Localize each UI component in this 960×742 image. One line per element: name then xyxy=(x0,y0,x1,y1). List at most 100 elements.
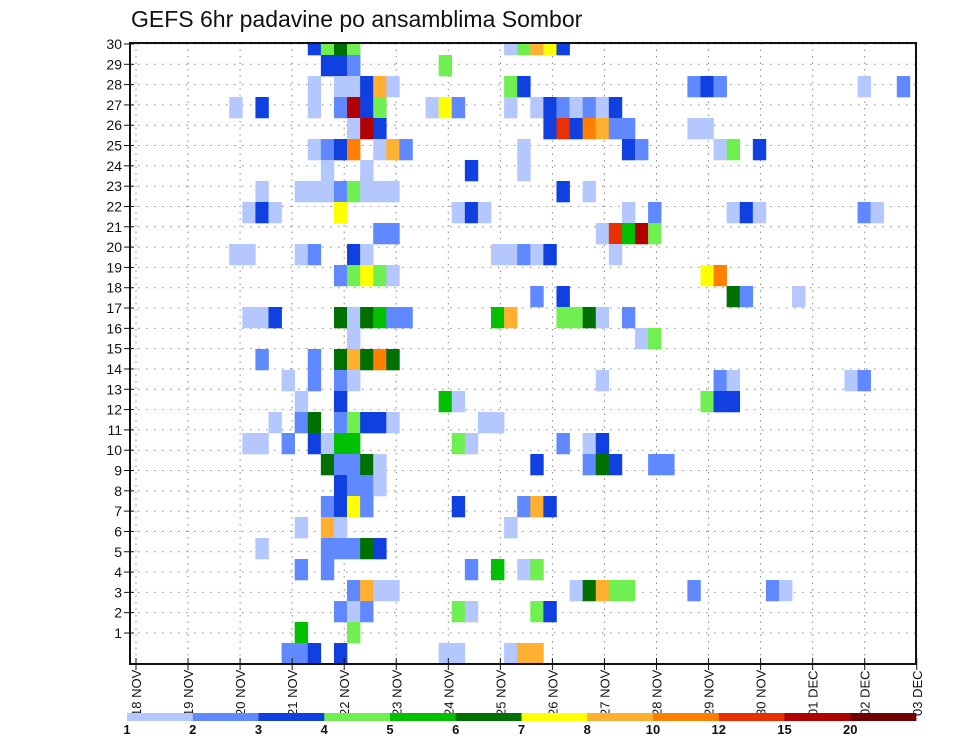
heatmap-cell xyxy=(229,97,243,119)
x-tick-label: 28 NOV xyxy=(650,669,665,716)
heatmap-cell xyxy=(347,622,361,644)
heatmap-cell xyxy=(477,412,492,434)
heatmap-cell xyxy=(556,433,570,455)
x-tick-label: 01 DEC xyxy=(806,670,821,716)
heatmap-cell xyxy=(347,265,361,287)
heatmap-cell xyxy=(242,244,256,266)
colorbar-swatch xyxy=(653,713,720,721)
colorbar-label: 5 xyxy=(386,722,393,737)
heatmap-cell xyxy=(491,244,505,266)
y-axis: 1234567891011121314151617181920212223242… xyxy=(106,36,134,641)
heatmap-cell xyxy=(386,265,400,287)
heatmap-cell xyxy=(307,76,322,98)
heatmap-cell xyxy=(294,643,309,664)
heatmap-cell xyxy=(726,370,741,392)
heatmap-cell xyxy=(608,223,623,245)
heatmap-cell xyxy=(320,139,335,161)
colorbar-label: 8 xyxy=(584,722,591,737)
colorbar-swatch xyxy=(324,713,391,721)
heatmap-cell xyxy=(726,202,741,224)
colorbar-label: 15 xyxy=(777,722,791,737)
x-tick-label: 22 NOV xyxy=(337,669,352,716)
heatmap-cell xyxy=(307,43,322,56)
heatmap-cell xyxy=(333,307,348,329)
heatmap-cell xyxy=(347,475,361,497)
heatmap-cell xyxy=(621,202,636,224)
heatmap-cell xyxy=(451,496,466,518)
heatmap-cell xyxy=(255,97,269,119)
heatmap-cell xyxy=(713,76,727,98)
heatmap-cell xyxy=(530,97,544,119)
heatmap-cell xyxy=(294,244,309,266)
heatmap-cell xyxy=(543,43,557,56)
heatmap-cell xyxy=(360,454,374,476)
heatmap-cell xyxy=(504,97,518,119)
heatmap-cell xyxy=(373,76,387,98)
y-tick-label: 10 xyxy=(106,442,122,458)
heatmap-cell xyxy=(307,412,322,434)
heatmap-cell xyxy=(333,181,348,203)
heatmap-cell xyxy=(294,559,309,581)
y-tick-label: 22 xyxy=(106,198,122,214)
heatmap-cells xyxy=(229,43,911,664)
x-tick-label: 21 NOV xyxy=(285,669,300,716)
y-tick-label: 11 xyxy=(107,422,122,438)
chart-title: GEFS 6hr padavine po ansamblima Sombor xyxy=(131,6,583,32)
heatmap-cell xyxy=(373,265,387,287)
x-tick-label: 20 NOV xyxy=(233,669,248,716)
heatmap-cell xyxy=(360,97,374,119)
heatmap-cell xyxy=(648,223,662,245)
heatmap-cell xyxy=(347,433,361,455)
heatmap-cell xyxy=(582,307,597,329)
heatmap-cell xyxy=(621,118,636,140)
heatmap-cell xyxy=(765,580,780,602)
heatmap-cell xyxy=(347,370,361,392)
x-tick-label: 27 NOV xyxy=(597,669,612,716)
heatmap-cell xyxy=(752,139,767,161)
heatmap-cell xyxy=(530,559,544,581)
heatmap-cell xyxy=(595,307,610,329)
y-tick-label: 3 xyxy=(114,584,122,600)
heatmap-cell xyxy=(333,202,348,224)
heatmap-cell xyxy=(608,118,623,140)
heatmap-cell xyxy=(347,43,361,56)
heatmap-cell xyxy=(464,160,479,182)
heatmap-cell xyxy=(438,643,453,664)
heatmap-cell xyxy=(386,76,400,98)
heatmap-cell xyxy=(347,55,361,77)
heatmap-cell xyxy=(451,97,466,119)
heatmap-cell xyxy=(347,412,361,434)
heatmap-cell xyxy=(504,244,518,266)
heatmap-cell xyxy=(517,559,531,581)
heatmap-cell xyxy=(333,412,348,434)
heatmap-cell xyxy=(556,286,570,308)
heatmap-cell xyxy=(648,454,662,476)
colorbar-label: 2 xyxy=(189,722,196,737)
heatmap-cell xyxy=(556,97,570,119)
heatmap-cell xyxy=(333,475,348,497)
heatmap-cell xyxy=(621,580,636,602)
heatmap-cell xyxy=(438,97,453,119)
heatmap-cell xyxy=(621,139,636,161)
heatmap-cell xyxy=(347,181,361,203)
heatmap-cell xyxy=(491,412,505,434)
y-tick-label: 19 xyxy=(106,259,122,275)
heatmap-cell xyxy=(504,307,518,329)
heatmap-cell xyxy=(333,265,348,287)
heatmap-cell xyxy=(347,349,361,371)
heatmap-cell xyxy=(347,454,361,476)
heatmap-cell xyxy=(517,643,531,664)
heatmap-cell xyxy=(608,454,623,476)
x-tick-label: 25 NOV xyxy=(493,669,508,716)
x-axis: 18 NOV 19 NOV 20 NOV 21 NOV 22 NOV 23 NOV 24 N… xyxy=(129,658,925,716)
heatmap-cell xyxy=(320,181,335,203)
y-tick-label: 18 xyxy=(106,280,122,296)
heatmap-cell xyxy=(517,76,531,98)
x-tick-label: 18 NOV xyxy=(129,669,144,716)
heatmap-cell xyxy=(333,55,348,77)
heatmap-cell xyxy=(595,454,610,476)
y-tick-label: 15 xyxy=(106,341,122,357)
heatmap-cell xyxy=(320,43,335,56)
heatmap-cell xyxy=(491,559,505,581)
heatmap-cell xyxy=(779,580,793,602)
